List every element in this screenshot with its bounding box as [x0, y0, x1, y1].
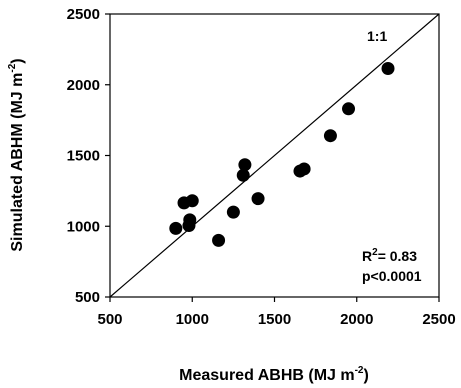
data-point-7	[226, 205, 240, 219]
x-axis-ticks: 500 1000 1500 2000 2500	[97, 297, 456, 328]
y-tick-label-3: 1500	[67, 148, 100, 165]
x-axis-title-superscript: -2	[355, 365, 364, 376]
x-axis-title-tail: )	[364, 367, 369, 384]
data-point-14	[342, 102, 356, 116]
r-squared-superscript: 2	[372, 247, 378, 258]
data-point-1	[169, 221, 183, 235]
y-tick-label-1: 500	[75, 289, 100, 306]
x-axis-title: Measured ABHB (MJ m-2)	[179, 365, 369, 384]
data-point-10	[251, 192, 265, 206]
y-axis-ticks: 500 1000 1500 2000 2500	[67, 6, 110, 306]
x-tick-label-3: 1500	[258, 311, 291, 328]
y-axis-title-superscript: -2	[7, 63, 18, 72]
data-point-12	[297, 162, 311, 176]
one-to-one-line	[109, 13, 440, 298]
x-tick-label-4: 2000	[340, 311, 373, 328]
data-point-13	[323, 129, 337, 143]
y-tick-label-5: 2500	[67, 6, 100, 23]
data-point-4	[183, 213, 197, 227]
y-axis-title-main: Simulated ABHM (MJ m	[9, 73, 26, 252]
p-value-annotation: p<0.0001	[362, 268, 422, 284]
r-squared-value: = 0.83	[378, 248, 418, 264]
data-point-6	[212, 233, 226, 247]
x-tick-label-5: 2500	[422, 311, 455, 328]
y-axis-title-tail: )	[9, 58, 26, 63]
data-point-9	[238, 158, 252, 172]
y-tick-label-2: 1000	[67, 218, 100, 235]
r-squared-prefix: R	[362, 248, 372, 264]
data-point-5	[185, 194, 199, 208]
data-point-8	[236, 168, 250, 182]
r-squared-annotation: R2= 0.83	[362, 247, 417, 264]
one-to-one-label: 1:1	[367, 28, 387, 44]
x-axis-title-main: Measured ABHB (MJ m	[179, 367, 354, 384]
data-point-15	[381, 61, 395, 75]
one-to-one-line-group	[109, 13, 440, 298]
y-axis-title: Simulated ABHM (MJ m-2)	[7, 58, 26, 251]
y-tick-label-4: 2000	[67, 77, 100, 94]
x-tick-label-1: 500	[97, 311, 122, 328]
plot-area: 500 1000 1500 2000 2500 500 1000 1500 2000 2500	[67, 6, 456, 328]
data-points	[169, 61, 395, 247]
x-tick-label-2: 1000	[176, 311, 209, 328]
